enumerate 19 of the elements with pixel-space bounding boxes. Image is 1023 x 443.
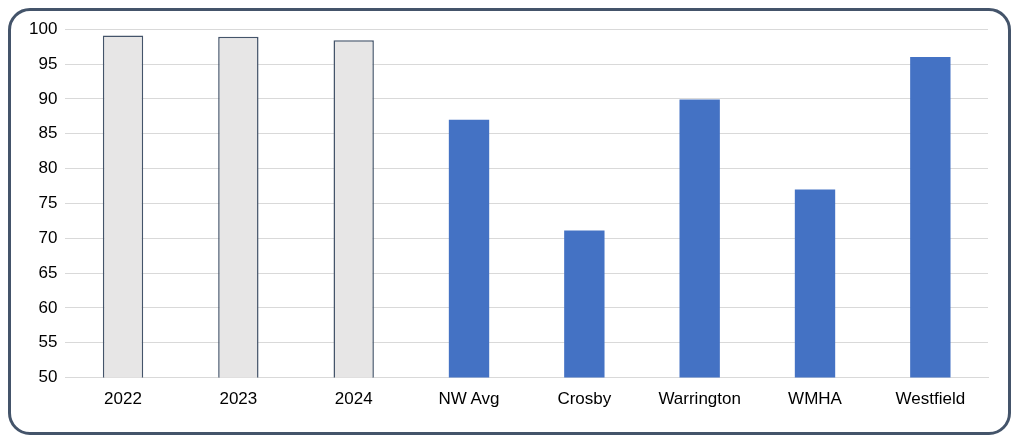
y-tick-label: 75: [38, 193, 58, 213]
x-tick-label: WMHA: [788, 389, 843, 409]
y-tick-label: 55: [38, 332, 58, 352]
x-tick-label: 2024: [334, 389, 373, 409]
x-tick-label: 2022: [104, 389, 142, 409]
x-tick-label: Westfield: [895, 389, 966, 409]
y-tick-label: 85: [38, 123, 58, 143]
x-tick-label: Crosby: [557, 389, 612, 409]
y-tick-label: 90: [38, 88, 58, 108]
y-tick-label: 70: [38, 227, 58, 247]
y-tick-label: 100: [28, 18, 58, 38]
y-tick-label: 60: [38, 297, 58, 317]
y-tick-label: 80: [38, 158, 58, 178]
x-tick-label: 2023: [219, 389, 258, 409]
y-tick-label: 95: [38, 53, 58, 73]
y-tick-label: 65: [38, 262, 58, 282]
x-tick-label: Warrington: [658, 389, 741, 409]
x-tick-label: NW Avg: [438, 389, 500, 409]
y-tick-label: 50: [38, 367, 58, 387]
